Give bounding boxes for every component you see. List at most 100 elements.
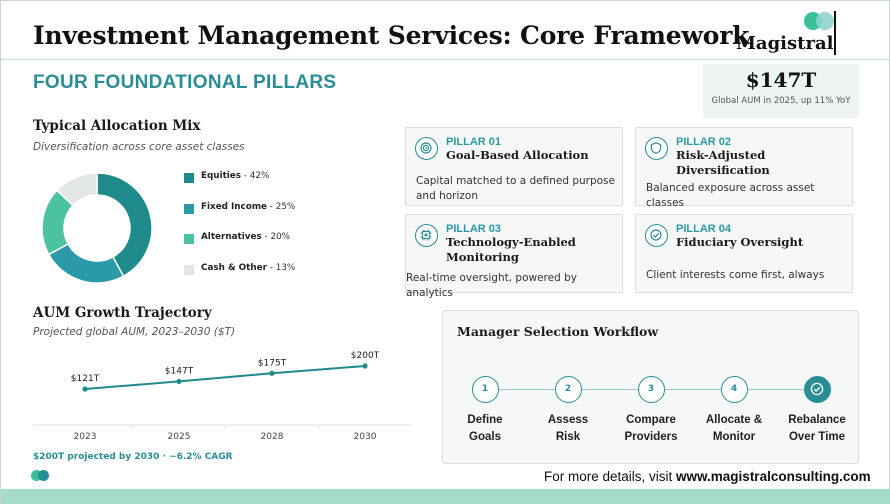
growth-subtitle: Projected global AUM, 2023–2030 ($T)	[33, 326, 236, 338]
footer-text: For more details, visit www.magistralcon…	[544, 469, 871, 484]
pillar-name-line: Technology-Enabled	[446, 235, 576, 249]
legend-name: Cash & Other	[201, 262, 267, 273]
legend-name: Alternatives	[201, 232, 262, 242]
legend-value: 13%	[275, 262, 296, 273]
pillar-description-line: Capital matched to a defined purpose	[416, 175, 615, 187]
workflow-title: Manager Selection Workflow	[457, 324, 659, 339]
workflow-step-3: 3 Compare Providers	[611, 376, 691, 446]
data-label: $121T	[71, 374, 100, 384]
legend-swatch	[184, 264, 194, 275]
step-number: 4	[720, 376, 748, 403]
legend-swatch	[184, 203, 194, 214]
workflow-step-4: 4 Allocate & Monitor	[694, 376, 774, 446]
step-label-line: Monitor	[712, 431, 756, 443]
shield-icon	[645, 137, 668, 160]
allocation-donut-chart	[41, 172, 153, 284]
step-label-line: Providers	[624, 431, 678, 443]
step-label: Define Goals	[445, 412, 525, 446]
x-tick-label: 2030	[354, 432, 377, 442]
data-point	[176, 378, 182, 385]
step-label: Compare Providers	[611, 412, 691, 446]
step-label-line: Assess	[547, 414, 589, 426]
data-point	[269, 370, 275, 376]
data-point	[82, 386, 88, 392]
step-number: 2	[554, 376, 582, 403]
allocation-legend: Equities - 42% Fixed Income - 25% Altern…	[184, 171, 295, 293]
series-line	[84, 365, 366, 390]
footer-link[interactable]: www.magistralconsulting.com	[676, 469, 871, 484]
step-number: 1	[471, 376, 499, 403]
data-label: $175T	[258, 358, 287, 368]
donut-slice-equities	[96, 172, 153, 278]
legend-value: 25%	[275, 201, 296, 212]
data-label: $147T	[165, 366, 194, 376]
workflow-step-1: 1 Define Goals	[445, 376, 525, 446]
growth-note: $200T projected by 2030 · ~6.2% CAGR	[33, 452, 233, 462]
pillar-name: Risk-Adjusted Diversification	[676, 148, 770, 177]
step-label-line: Risk	[555, 431, 581, 443]
legend-swatch	[184, 234, 194, 244]
legend-name: Fixed Income	[201, 201, 267, 212]
pillar-card-01: PILLAR 01 Goal-Based Allocation Capital …	[405, 127, 623, 206]
pillar-card-02: PILLAR 02 Risk-Adjusted Diversification …	[635, 127, 853, 209]
check-circle-icon	[645, 224, 668, 247]
logo-circle-icon	[816, 12, 834, 30]
legend-item-alternatives: Alternatives - 20%	[184, 232, 295, 263]
step-label: Assess Risk	[528, 412, 608, 446]
legend-value: 20%	[270, 232, 291, 242]
header-divider	[1, 59, 890, 60]
aum-growth-line-chart: $121T 2023 $147T 2025 $175T 2028 $200T 2030	[33, 351, 411, 442]
x-tick-label: 2025	[168, 432, 191, 442]
pillar-name: Fiduciary Oversight	[676, 235, 804, 249]
step-number: 3	[637, 376, 665, 403]
pillar-description: Real-time oversight, powered by analytic…	[406, 272, 577, 299]
stat-value: $147T	[745, 68, 817, 92]
x-tick-label: 2023	[74, 432, 97, 442]
growth-title: AUM Growth Trajectory	[33, 305, 212, 321]
pillar-description: Balanced exposure across asset classes	[646, 182, 815, 209]
pillar-card-04: PILLAR 04 Fiduciary Oversight Client int…	[635, 214, 853, 293]
check-icon	[803, 376, 831, 403]
step-label-line: Goals	[469, 431, 501, 443]
allocation-title: Typical Allocation Mix	[33, 118, 201, 134]
data-point	[362, 363, 368, 369]
magistral-logo: Magistral	[736, 9, 846, 59]
pillar-card-03: PILLAR 03 Technology-Enabled Monitoring …	[405, 214, 623, 299]
step-label-line: Compare	[626, 414, 676, 426]
legend-item-cash: Cash & Other - 13%	[184, 263, 295, 294]
logo-text: Magistral	[736, 33, 834, 54]
chip-icon	[415, 224, 438, 247]
step-label-line: Define	[467, 414, 503, 426]
aum-stat-card: $147T Global AUM in 2025, up 11% YoY	[703, 64, 859, 118]
legend-value: 42%	[249, 171, 270, 181]
step-label-line: Over Time	[788, 431, 846, 443]
donut-slice-fixed-income	[47, 242, 125, 284]
manager-selection-workflow: Manager Selection Workflow 1 Define Goal…	[442, 310, 859, 464]
decorative-dots	[31, 470, 51, 482]
pillar-number: PILLAR 01	[446, 136, 502, 148]
footer-prefix: For more details, visit	[544, 469, 677, 484]
pillar-description-line: and horizon	[416, 190, 478, 202]
data-label: $200T	[351, 351, 380, 361]
pillar-number: PILLAR 02	[676, 136, 732, 148]
step-label-line: Rebalance	[788, 414, 846, 426]
legend-item-equities: Equities - 42%	[184, 171, 295, 202]
donut-slice-cash-other	[55, 172, 98, 207]
page-title: Investment Management Services: Core Fra…	[33, 21, 750, 50]
pillar-name-line: Monitoring	[446, 250, 519, 264]
allocation-subtitle: Diversification across core asset classe…	[33, 141, 245, 153]
pillar-description: Client interests come first, always	[646, 269, 825, 281]
dot-icon	[38, 470, 49, 481]
step-label: Rebalance Over Time	[777, 412, 857, 446]
target-icon	[415, 137, 438, 160]
footer-band	[1, 489, 890, 504]
workflow-step-5: Rebalance Over Time	[777, 376, 857, 446]
step-label: Allocate & Monitor	[694, 412, 774, 446]
workflow-step-2: 2 Assess Risk	[528, 376, 608, 446]
dot-icon	[31, 470, 42, 481]
pillar-number: PILLAR 04	[676, 223, 732, 235]
legend-name: Equities	[201, 171, 242, 181]
legend-swatch	[184, 173, 194, 183]
pillar-name: Goal-Based Allocation	[446, 148, 589, 162]
